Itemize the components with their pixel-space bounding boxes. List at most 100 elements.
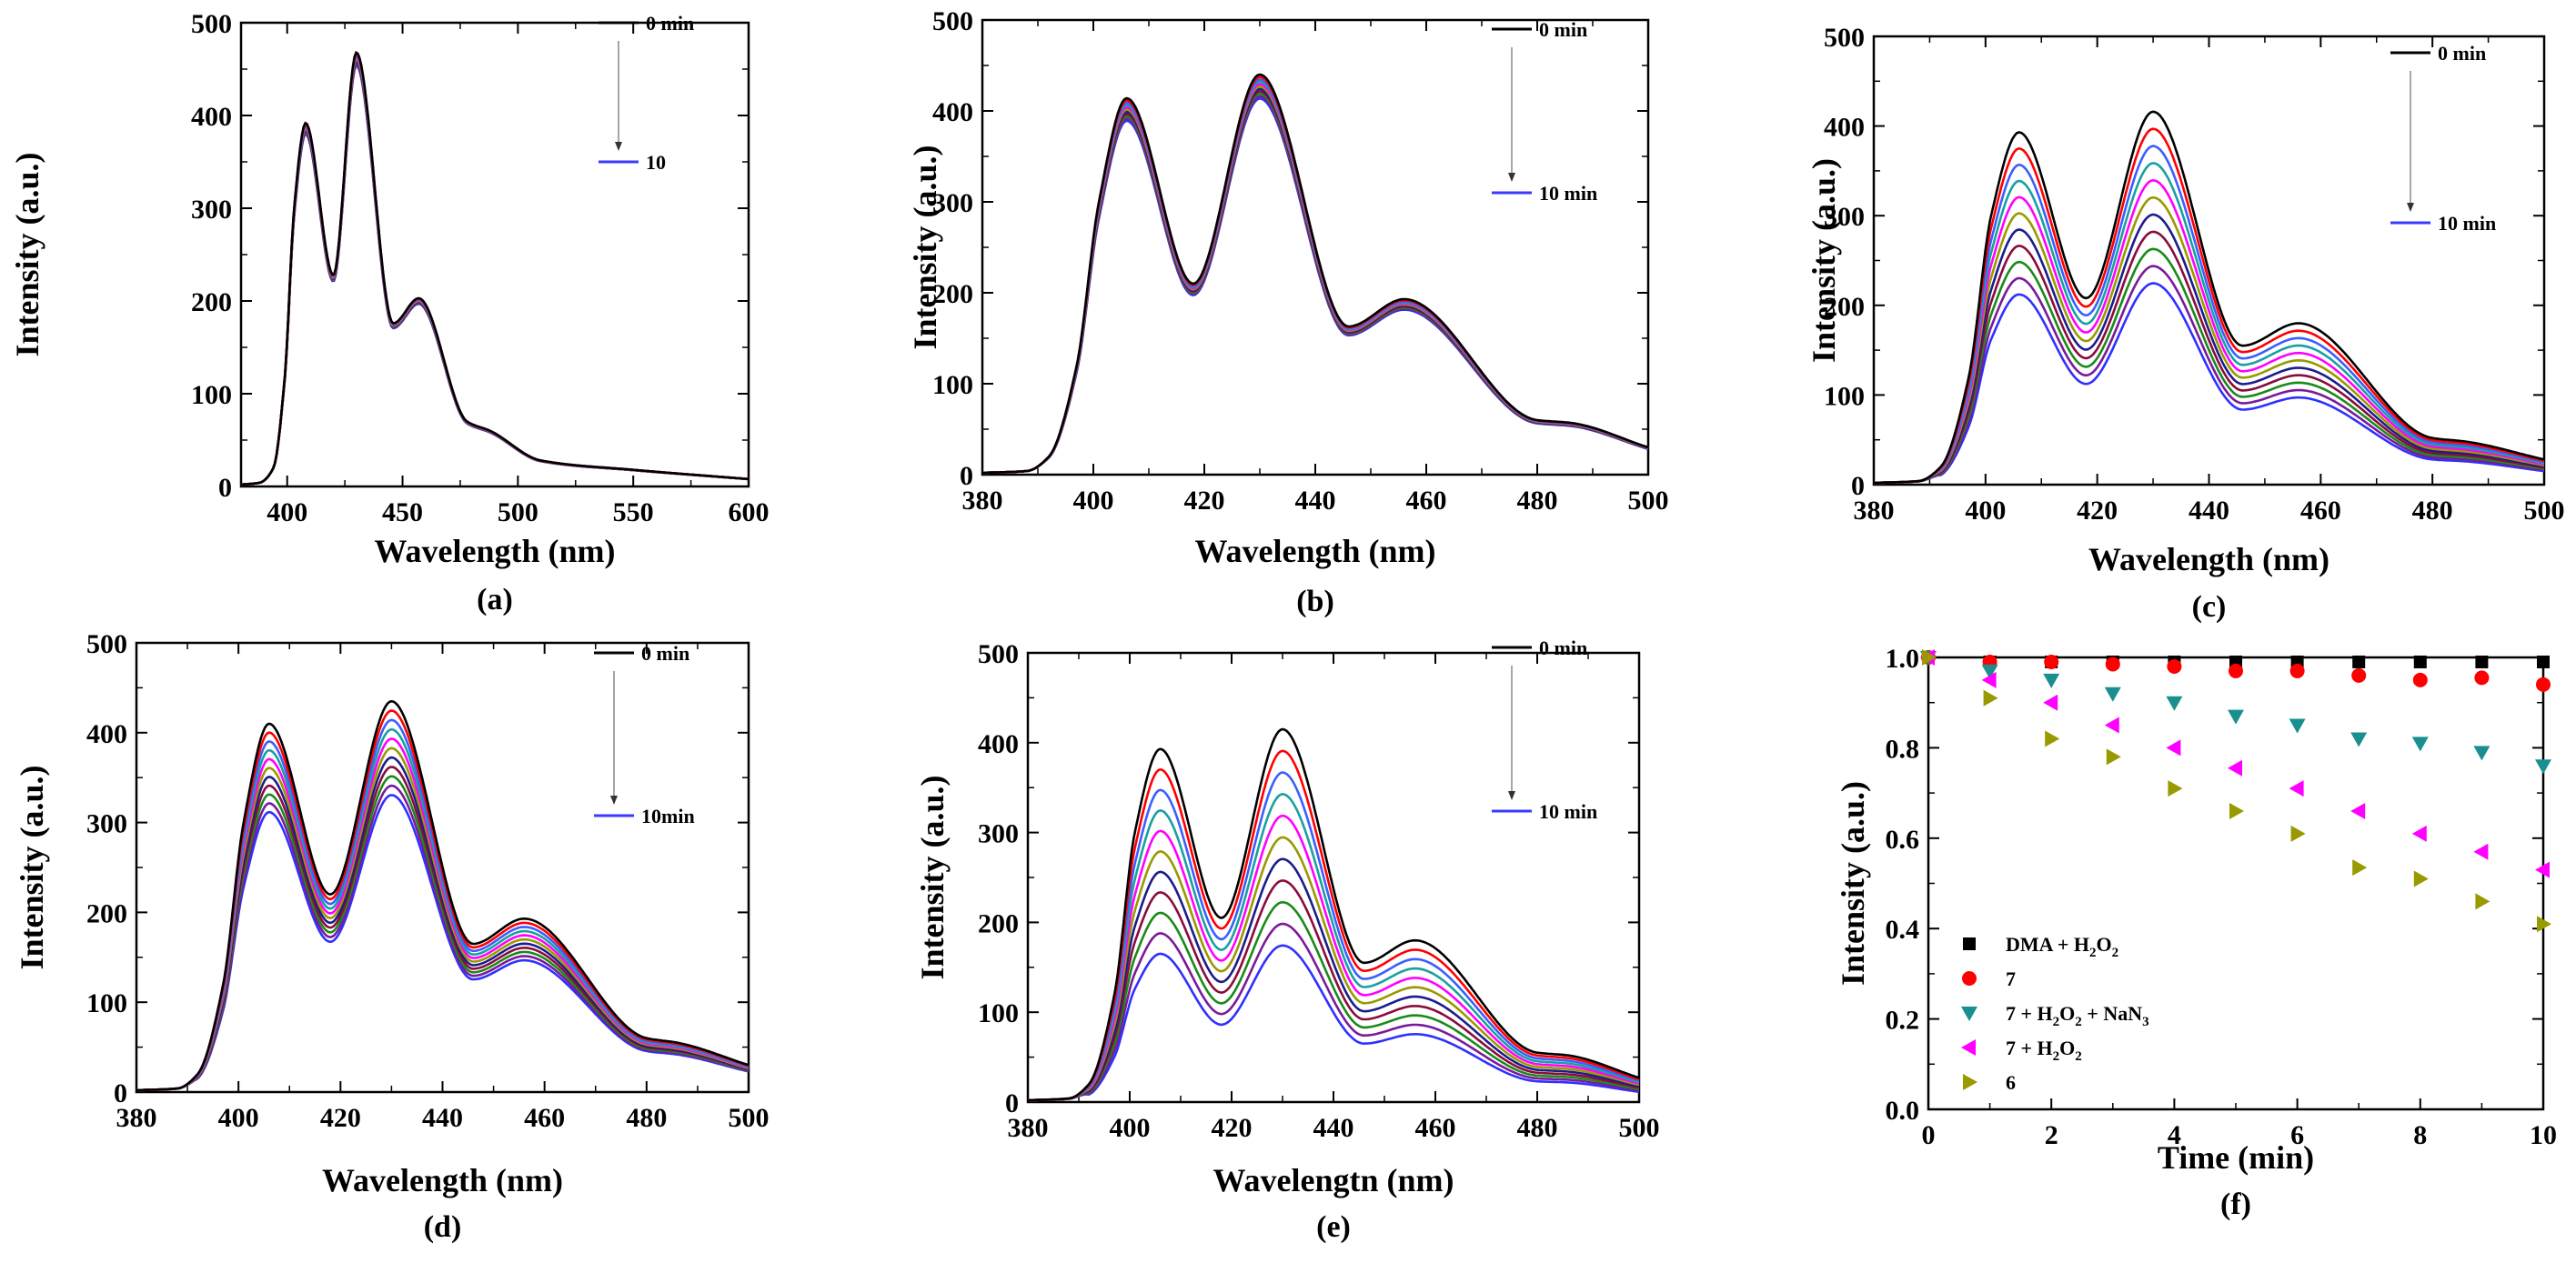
- y-axis-label: Intensity (a.u.): [14, 765, 50, 969]
- legend-end-label: 10 min: [2438, 212, 2496, 235]
- y-tick-label: 100: [978, 998, 1019, 1028]
- spectrum-curve-3: [981, 80, 1649, 475]
- legend-sub: 3: [2142, 1015, 2149, 1029]
- data-point-3-6: [2289, 780, 2304, 797]
- x-tick-label: 380: [1008, 1113, 1049, 1143]
- x-tick-label: 460: [1415, 1113, 1456, 1143]
- x-tick-label: 420: [320, 1103, 361, 1133]
- data-point-2-2: [2043, 673, 2060, 688]
- x-tick-label: 2: [2045, 1120, 2058, 1150]
- data-point-2-5: [2228, 709, 2244, 725]
- y-tick-label: 100: [1824, 381, 1865, 411]
- y-axis-label: Intensity (a.u.): [1806, 158, 1842, 363]
- y-tick-label: 200: [978, 908, 1019, 938]
- data-point-1-8: [2412, 672, 2428, 687]
- y-tick-label: 200: [932, 279, 973, 309]
- x-tick-label: 420: [2077, 496, 2118, 526]
- legend-start-label: 0 min: [1539, 18, 1587, 41]
- y-axis-label: Intensity (a.u.): [9, 152, 45, 356]
- legend-text-mid: O: [2059, 1037, 2075, 1059]
- y-tick-label: 400: [1824, 113, 1865, 143]
- x-tick-label: 440: [1295, 486, 1336, 516]
- spectrum-curve-0: [1027, 727, 1640, 1102]
- spectrum-curve-7: [1027, 879, 1640, 1102]
- x-tick-label: 420: [1184, 486, 1225, 516]
- data-point-1-3: [2105, 657, 2120, 672]
- y-tick-label: 300: [86, 809, 127, 839]
- legend-sub: 2: [2053, 1049, 2060, 1064]
- legend-marker-0: [1963, 937, 1976, 950]
- y-tick-label: 400: [932, 97, 973, 127]
- panel-a: 400 450 500 550 600 0 100 200 300 400 500 Wavelengt…: [9, 9, 770, 616]
- spectrum-curve-9: [981, 95, 1649, 475]
- legend-arrowhead: [610, 796, 618, 805]
- spectrum-curve-3: [1873, 162, 2545, 485]
- spectrum-curve-1: [981, 75, 1649, 475]
- data-point-2-8: [2411, 737, 2429, 752]
- spectrum-curve-2: [1028, 771, 1640, 1102]
- panel-f: 0 2 4 6 8 10 0.0 0.2 0.4 0.6 0.8 1.0 Time (min) Inten…: [1835, 644, 2557, 1221]
- data-point-1-4: [2167, 658, 2182, 674]
- data-point-3-7: [2350, 802, 2366, 819]
- x-tick-label: 500: [2524, 496, 2565, 526]
- x-tick-label: 400: [267, 497, 307, 527]
- spectrum-curve-4: [1027, 814, 1640, 1102]
- x-axis-label: Wavelength (nm): [2088, 541, 2329, 577]
- x-tick-label: 6: [2290, 1120, 2304, 1150]
- y-tick-label: 0.2: [1886, 1006, 1920, 1036]
- y-axis-label: Intensity (a.u.): [907, 145, 943, 349]
- panel-d: 380 400 420 440 460 480 500 0 100 200 300 400 500 Wav…: [14, 629, 770, 1244]
- legend-start-label: 0 min: [1539, 637, 1587, 659]
- y-tick-label: 300: [1824, 202, 1865, 232]
- legend-start-label: 0 min: [641, 642, 689, 665]
- spectrum-curve-0: [240, 50, 750, 486]
- data-point-4-0: [1922, 649, 1937, 666]
- x-tick-label: 10: [2530, 1120, 2557, 1150]
- y-tick-label: 0: [1851, 471, 1865, 501]
- data-point-4-2: [2045, 730, 2060, 747]
- x-tick-label: 500: [1619, 1113, 1660, 1143]
- spectrum-curve-9: [1027, 922, 1640, 1102]
- legend-arrowhead: [2407, 203, 2414, 212]
- legend-marker-2: [1961, 1007, 1977, 1021]
- spectrum-curve-5: [1027, 836, 1640, 1102]
- y-tick-label: 0.6: [1886, 825, 1920, 855]
- data-point-3-10: [2535, 861, 2550, 878]
- legend-marker-1: [1962, 971, 1977, 986]
- x-tick-label: 460: [524, 1103, 565, 1133]
- panel-label: (e): [1316, 1210, 1351, 1244]
- x-tick-label: 500: [498, 497, 538, 527]
- x-tick-label: 600: [729, 497, 770, 527]
- legend-label-4: 6: [2006, 1071, 2016, 1094]
- data-point-4-10: [2537, 916, 2551, 933]
- data-point-0-9: [2475, 655, 2489, 668]
- spectrum-curve-1: [1027, 749, 1640, 1102]
- data-point-2-9: [2473, 746, 2490, 761]
- x-tick-label: 380: [116, 1103, 157, 1133]
- y-tick-label: 400: [978, 729, 1019, 759]
- panel-b: 380 400 420 440 460 480 500 0 100 200 300 400 500 Wav…: [907, 6, 1669, 618]
- data-point-0-8: [2413, 655, 2427, 668]
- data-point-3-4: [2166, 739, 2181, 757]
- x-tick-label: 480: [1517, 1113, 1558, 1143]
- y-tick-label: 0: [960, 461, 973, 491]
- legend-label-3: 7 + H2O2: [2006, 1037, 2082, 1064]
- spectrum-curve-6: [981, 87, 1649, 475]
- y-tick-label: 500: [1824, 23, 1865, 53]
- panel-e: 380 400 420 440 460 480 500 0 100 200 300 400 500 Wav…: [914, 637, 1660, 1244]
- x-tick-label: 0: [1922, 1120, 1936, 1150]
- spectrum-curve-10: [1028, 944, 1640, 1102]
- spectrum-curve-8: [1027, 900, 1640, 1102]
- plot-frame: [239, 21, 750, 488]
- x-tick-label: 380: [1854, 496, 1895, 526]
- y-tick-label: 0.0: [1886, 1096, 1920, 1126]
- legend-sub: 2: [2053, 1015, 2060, 1029]
- legend-sub: 2: [2089, 946, 2097, 960]
- spectrum-curve-0: [1873, 110, 2545, 485]
- data-point-1-9: [2474, 670, 2490, 686]
- legend-label-0: DMA + H2O2: [2006, 933, 2118, 960]
- panel-c: 380 400 420 440 460 480 500 0 100 200 300 400 500 Wav…: [1806, 23, 2565, 624]
- legend-sub: 2: [2075, 1015, 2082, 1029]
- y-tick-label: 1.0: [1886, 644, 1920, 674]
